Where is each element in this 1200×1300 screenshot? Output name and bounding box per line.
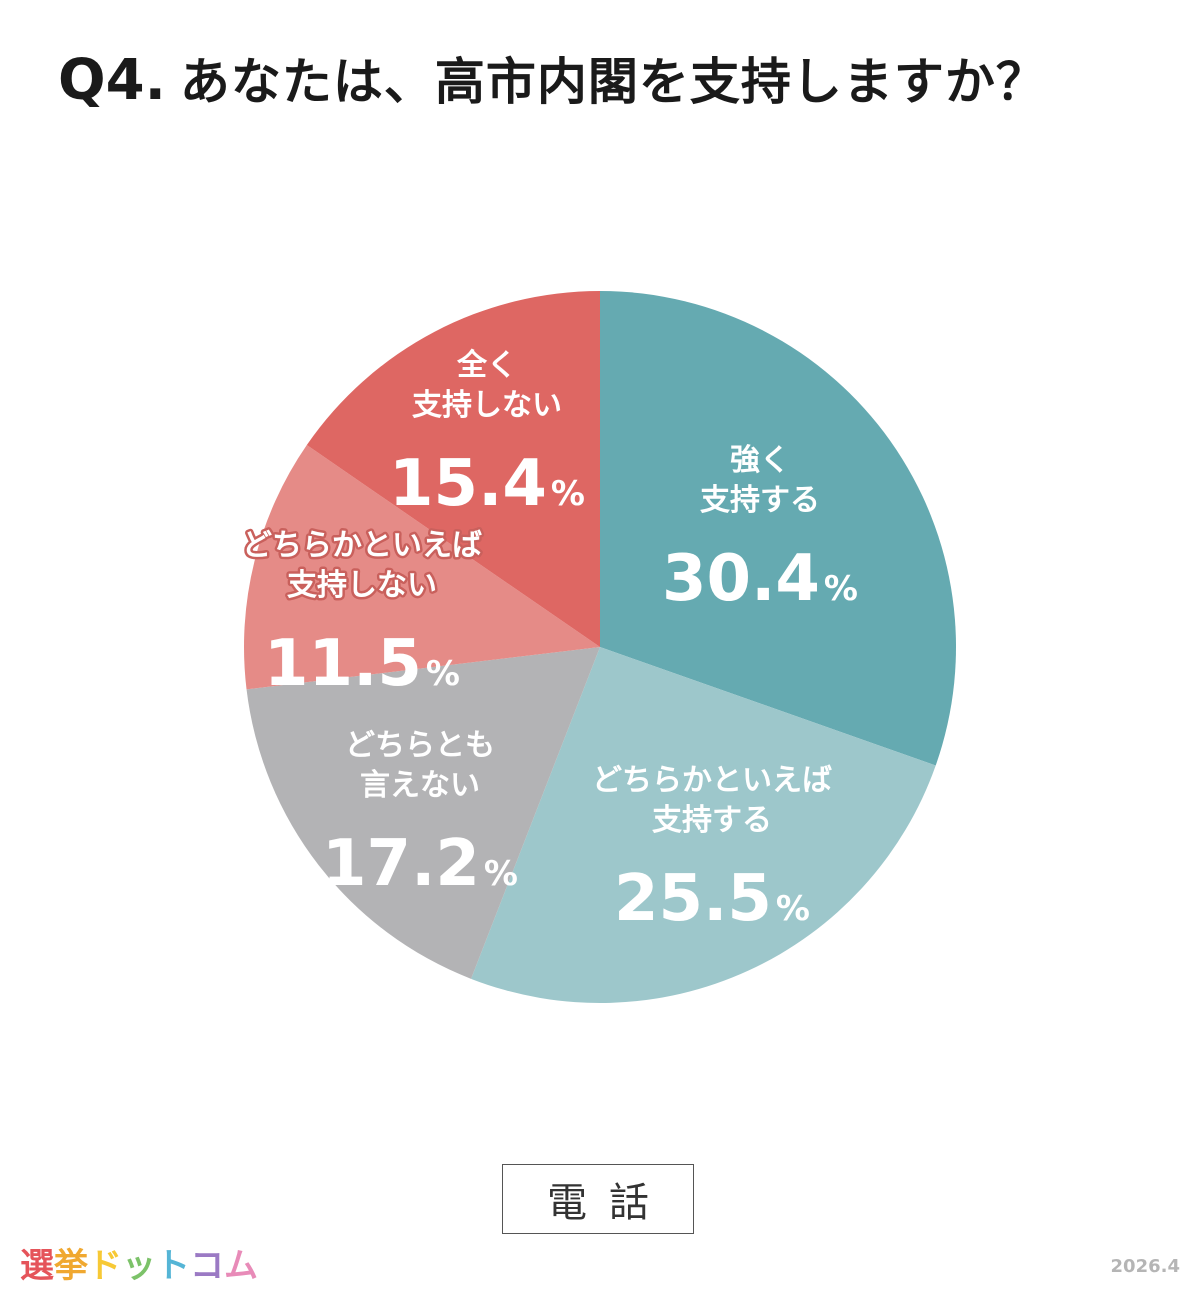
slice-label-line: 支持する bbox=[652, 803, 772, 838]
slice-label-line: 支持する bbox=[700, 483, 820, 518]
pie-slice bbox=[600, 291, 957, 766]
logo-char: ド bbox=[88, 1246, 122, 1286]
pie-slice bbox=[244, 445, 601, 690]
pie-slice bbox=[306, 291, 600, 647]
slice-label-line: 支持しない bbox=[412, 388, 562, 423]
question-number: Q4. bbox=[58, 48, 166, 113]
logo-char: ト bbox=[156, 1246, 190, 1286]
slice-label-line: どちらとも bbox=[345, 728, 495, 763]
slice-value-label: 17.2% bbox=[322, 827, 518, 901]
slice-label-line: どちらかといえば bbox=[242, 528, 482, 563]
slice-label-line: 言えない bbox=[360, 768, 480, 803]
question-text: あなたは、高市内閣を支持しますか？ bbox=[179, 53, 1047, 111]
slice-label-line: どちらかといえば bbox=[592, 763, 832, 798]
chart-title: Q4. あなたは、高市内閣を支持しますか？ bbox=[58, 42, 1047, 114]
slice-label-line: 全く bbox=[456, 348, 517, 383]
logo-char: ム bbox=[224, 1246, 258, 1286]
slice-label-line: 支持しない bbox=[287, 568, 437, 603]
slice-value-label: 15.4% bbox=[389, 447, 585, 521]
pie-slice bbox=[246, 647, 600, 979]
slice-value-label: 30.4% bbox=[662, 542, 858, 616]
pie-slice bbox=[471, 647, 936, 1003]
logo-char: 挙 bbox=[54, 1246, 88, 1286]
survey-date: 2026.4 bbox=[1110, 1256, 1180, 1277]
logo-char: ッ bbox=[122, 1246, 156, 1286]
logo-char: コ bbox=[190, 1246, 224, 1286]
slice-label-line: 強く bbox=[730, 443, 790, 478]
slice-value-label: 11.5% bbox=[264, 627, 460, 701]
slice-value-label: 25.5% bbox=[614, 862, 810, 936]
site-logo: 選挙ドットコム bbox=[20, 1238, 258, 1287]
logo-char: 選 bbox=[20, 1246, 54, 1286]
survey-mode-label: 電話 bbox=[502, 1164, 694, 1234]
